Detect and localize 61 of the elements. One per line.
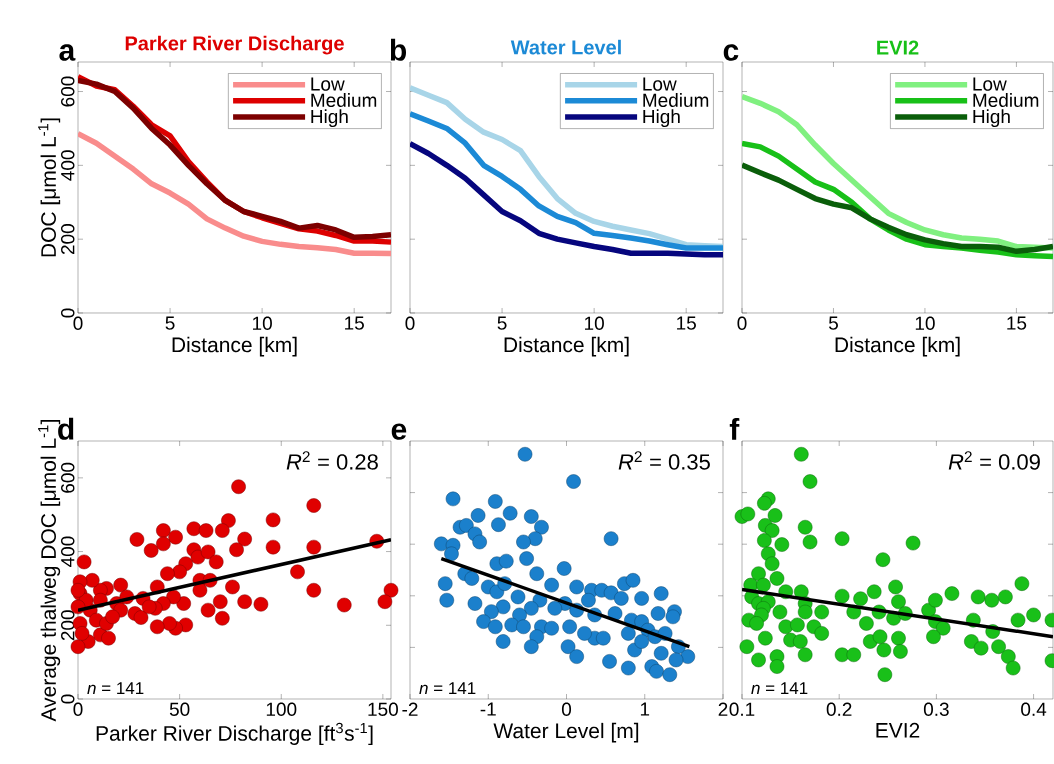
y-tick-label: 600 <box>61 462 75 493</box>
legend-label: Medium <box>311 93 377 108</box>
x-tick-label: 50 <box>169 702 190 716</box>
x-tick-label: 10 <box>253 316 272 330</box>
x-axis-title: Distance [km] <box>172 336 297 357</box>
text: e <box>391 423 407 440</box>
annotation: n = 141 <box>419 682 476 694</box>
x-axis-title: EVI2 <box>876 722 920 738</box>
x-tick-label: 10 <box>915 316 935 330</box>
legend-label: Low <box>643 77 677 91</box>
legend-label: Medium <box>643 93 709 108</box>
annotation: R$^{2}$ = 0.09 <box>948 451 1040 470</box>
x-axis-title: Distance [km] <box>835 336 960 357</box>
x-tick-label: 15 <box>345 316 364 330</box>
x-tick-label: 0 <box>561 702 572 716</box>
x-tick-label: 1 <box>640 702 650 716</box>
x-tick-label: 2 <box>718 702 728 716</box>
chart-title: Parker River Discharge <box>125 35 344 55</box>
legend-label: High <box>311 109 348 128</box>
y-tick-label: 200 <box>61 224 75 255</box>
y-tick-label: 200 <box>61 610 75 641</box>
annotation: n = 141 <box>751 682 808 694</box>
text: a <box>59 44 76 61</box>
x-tick-label: 15 <box>1007 316 1027 330</box>
x-tick-label: -2 <box>402 702 418 716</box>
x-tick-label: 15 <box>677 316 696 330</box>
x-tick-label: 0.1 <box>729 702 755 716</box>
x-tick-label: 0 <box>737 316 747 330</box>
legend-label: Low <box>311 77 345 91</box>
legend-label: Medium <box>973 93 1039 108</box>
legend-label: High <box>643 109 680 128</box>
text: b <box>390 38 407 61</box>
x-tick-label: 0.3 <box>923 702 949 716</box>
x-tick-label: 0.2 <box>826 702 852 716</box>
x-tick-label: 100 <box>266 702 297 716</box>
legend-label: High <box>973 109 1010 128</box>
x-axis-title: Parker River Discharge [ft$^{3}$s$^{-1}$] <box>96 722 373 745</box>
x-tick-label: 0 <box>405 316 415 330</box>
x-tick-label: -1 <box>480 702 496 716</box>
legend-label: Low <box>973 77 1007 91</box>
text: f <box>729 418 740 440</box>
text: c <box>723 44 739 61</box>
y-tick-label: 0 <box>61 694 75 704</box>
y-tick-label: 600 <box>61 76 75 107</box>
y-tick-label: 400 <box>61 536 75 567</box>
annotation: R$^{2}$ = 0.35 <box>618 451 710 470</box>
x-tick-label: 5 <box>828 316 838 330</box>
y-tick-label: 400 <box>61 150 75 181</box>
x-axis-title: Water Level [m] <box>493 722 639 743</box>
x-tick-label: 10 <box>585 316 604 330</box>
y-tick-label: 0 <box>61 308 75 318</box>
x-axis-title: Distance [km] <box>504 336 629 357</box>
x-tick-label: 0.4 <box>1021 702 1047 716</box>
annotation: n = 141 <box>87 682 144 694</box>
x-tick-label: 150 <box>368 702 398 716</box>
x-tick-label: 5 <box>497 316 507 330</box>
chart-title: Water Level <box>510 39 621 55</box>
chart-title: EVI2 <box>877 40 919 55</box>
y-axis-title: DOC [μmol L$^{-1}$] <box>38 118 61 257</box>
annotation: R$^{2}$ = 0.28 <box>286 451 378 470</box>
x-tick-label: 5 <box>165 316 175 330</box>
